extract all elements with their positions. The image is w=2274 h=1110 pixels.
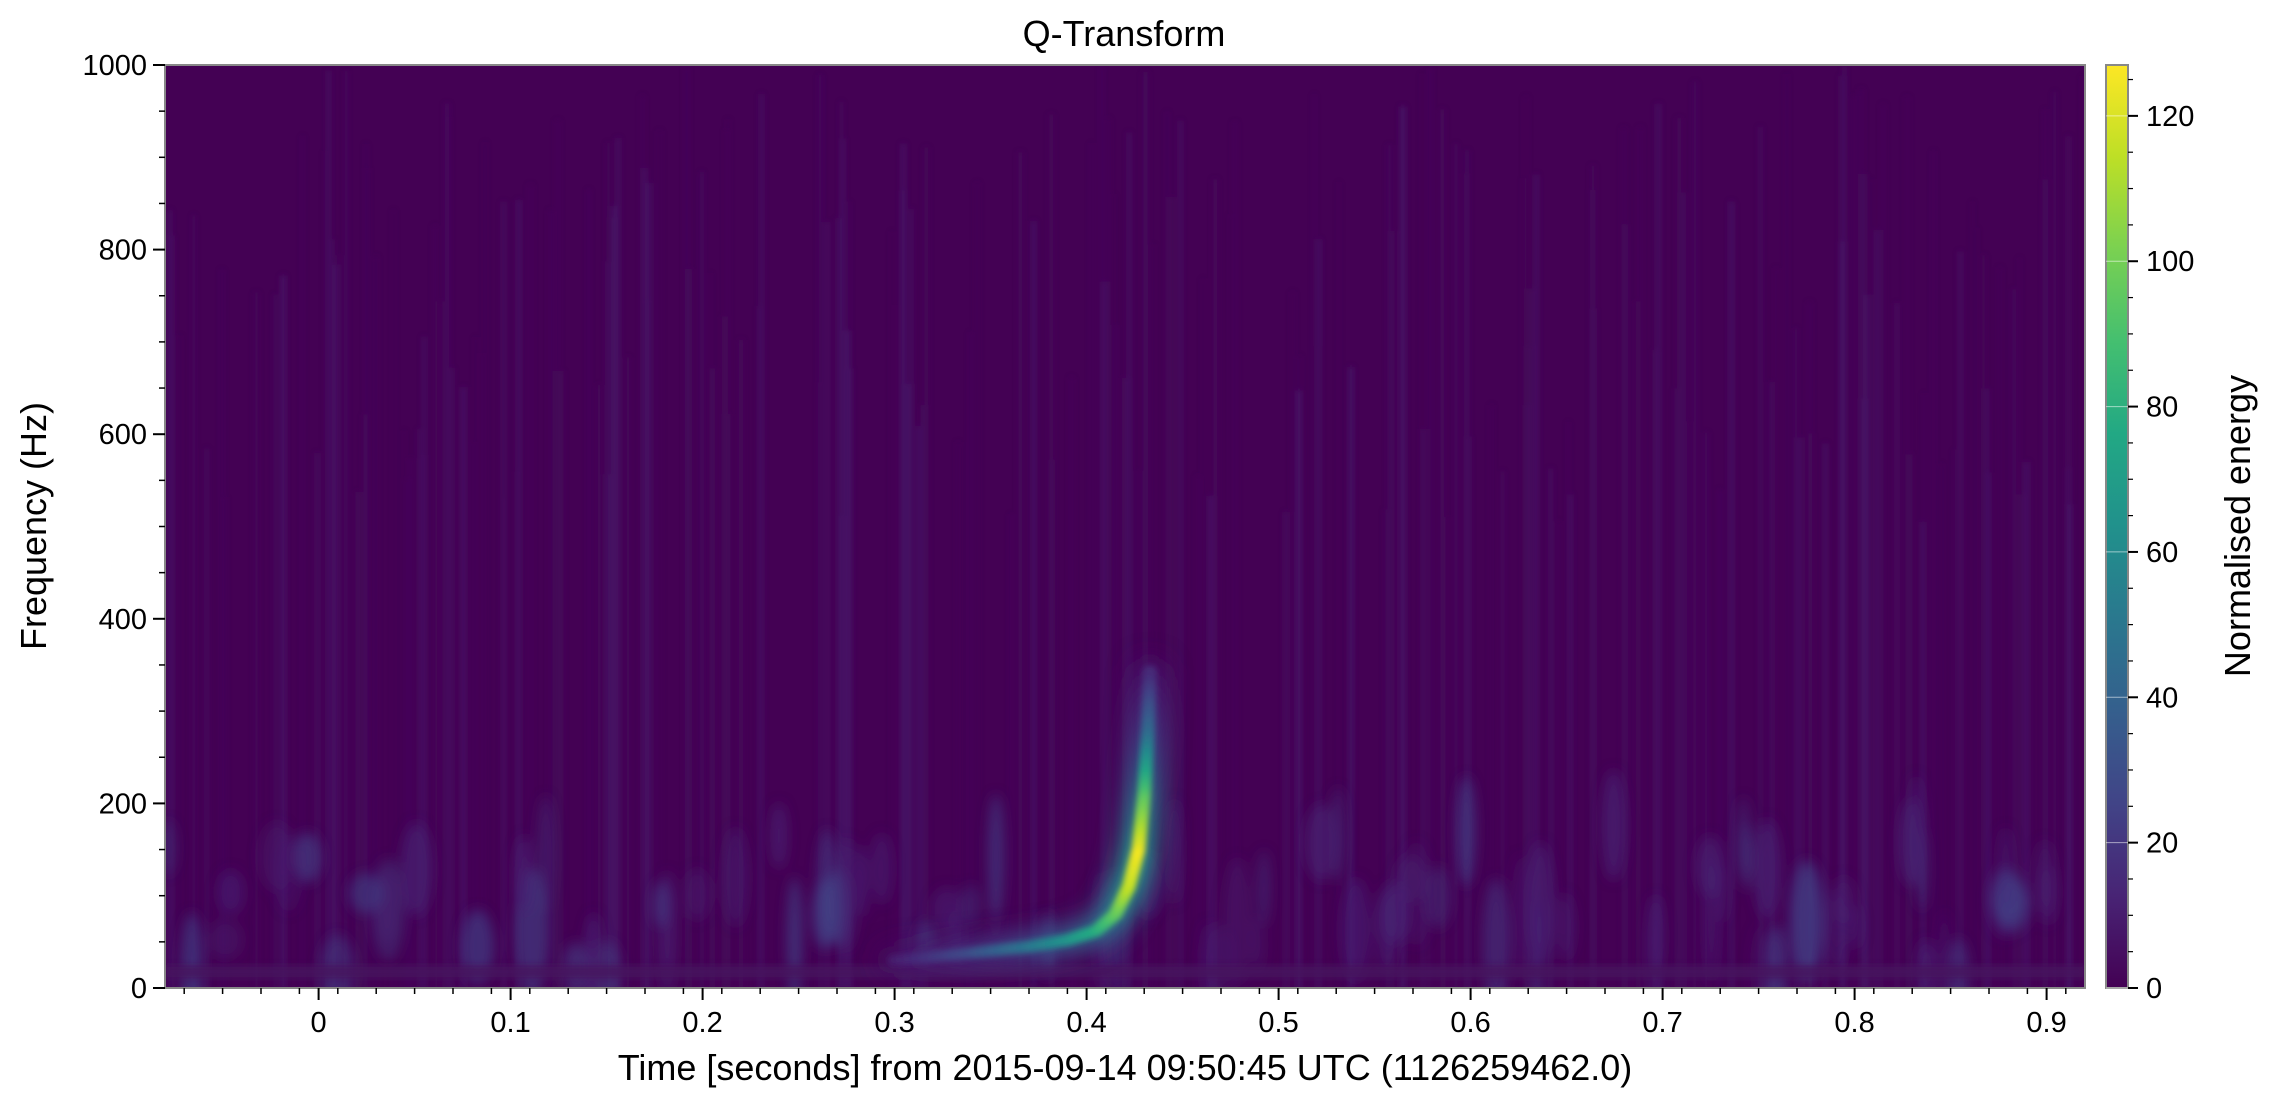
colorbar-tick-label: 0 bbox=[2146, 973, 2162, 1005]
colorbar-tick-label: 100 bbox=[2146, 246, 2194, 278]
x-tick-label: 0.2 bbox=[682, 1007, 722, 1039]
x-tick-label: 0.5 bbox=[1258, 1007, 1298, 1039]
colorbar-tick-label: 120 bbox=[2146, 101, 2194, 133]
y-tick-label: 1000 bbox=[82, 50, 147, 82]
colorbar-tick-label: 60 bbox=[2146, 537, 2178, 569]
x-tick-label: 0.6 bbox=[1450, 1007, 1490, 1039]
colorbar: 0 20 40 60 80 100 120 bbox=[2106, 65, 2194, 1005]
y-tick-label: 600 bbox=[99, 419, 147, 451]
x-axis: 0 0.1 0.2 0.3 0.4 0.5 0.6 0.7 0.8 0.9 bbox=[184, 988, 2067, 1039]
y-tick-label: 0 bbox=[131, 973, 147, 1005]
colorbar-tick-label: 40 bbox=[2146, 682, 2178, 714]
y-tick-label: 800 bbox=[99, 235, 147, 267]
low-frequency-band bbox=[165, 965, 2085, 979]
x-axis-label: Time [seconds] from 2015-09-14 09:50:45 … bbox=[618, 1047, 1633, 1088]
plot-area bbox=[160, 65, 2085, 1024]
x-tick-label: 0.3 bbox=[874, 1007, 914, 1039]
chart-title: Q-Transform bbox=[1023, 13, 1226, 54]
x-tick-label: 0.4 bbox=[1066, 1007, 1106, 1039]
x-tick-label: 0 bbox=[311, 1007, 327, 1039]
colorbar-gradient bbox=[2106, 65, 2128, 988]
y-axis-label: Frequency (Hz) bbox=[13, 402, 54, 650]
colorbar-tick-label: 80 bbox=[2146, 392, 2178, 424]
y-tick-label: 400 bbox=[99, 604, 147, 636]
x-tick-label: 0.9 bbox=[2026, 1007, 2066, 1039]
chirp-mark bbox=[1143, 665, 1157, 677]
y-axis: 0 200 400 600 800 1000 bbox=[82, 50, 165, 1005]
x-tick-label: 0.8 bbox=[1834, 1007, 1874, 1039]
x-tick-label: 0.1 bbox=[490, 1007, 530, 1039]
y-tick-label: 200 bbox=[99, 788, 147, 820]
colorbar-label: Normalised energy bbox=[2217, 375, 2258, 677]
x-tick-label: 0.7 bbox=[1642, 1007, 1682, 1039]
colorbar-tick-label: 20 bbox=[2146, 828, 2178, 860]
